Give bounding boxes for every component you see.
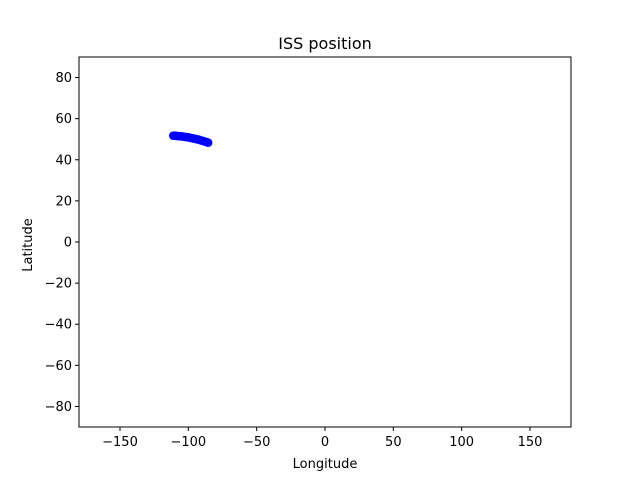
y-tick-label: −20 xyxy=(45,277,72,292)
chart-title: ISS position xyxy=(278,34,372,53)
y-axis-ticks: 80 60 40 20 0 −20 −40 −60 −80 xyxy=(45,71,79,415)
y-tick-label: 60 xyxy=(55,112,72,127)
x-tick-label: 150 xyxy=(518,435,543,450)
x-tick-label: −150 xyxy=(102,435,138,450)
scatter-points-layer xyxy=(169,131,213,148)
y-tick-label: 40 xyxy=(55,153,72,168)
x-tick-label: 0 xyxy=(321,435,329,450)
x-tick-label: −100 xyxy=(170,435,206,450)
x-axis-ticks: −150 −100 −50 0 50 100 150 xyxy=(102,427,542,450)
y-tick-label: −40 xyxy=(45,318,72,333)
x-axis-label: Longitude xyxy=(293,457,358,472)
plot-area-frame xyxy=(78,56,572,428)
x-tick-label: −50 xyxy=(243,435,270,450)
y-tick-label: 80 xyxy=(55,71,72,86)
y-axis-label: Latitude xyxy=(21,218,36,272)
y-tick-label: 0 xyxy=(64,236,72,251)
x-tick-label: 100 xyxy=(449,435,474,450)
scatter-point xyxy=(203,138,213,148)
y-tick-label: 20 xyxy=(55,194,72,209)
y-tick-label: −80 xyxy=(45,400,72,415)
y-tick-label: −60 xyxy=(45,359,72,374)
x-tick-label: 50 xyxy=(385,435,402,450)
